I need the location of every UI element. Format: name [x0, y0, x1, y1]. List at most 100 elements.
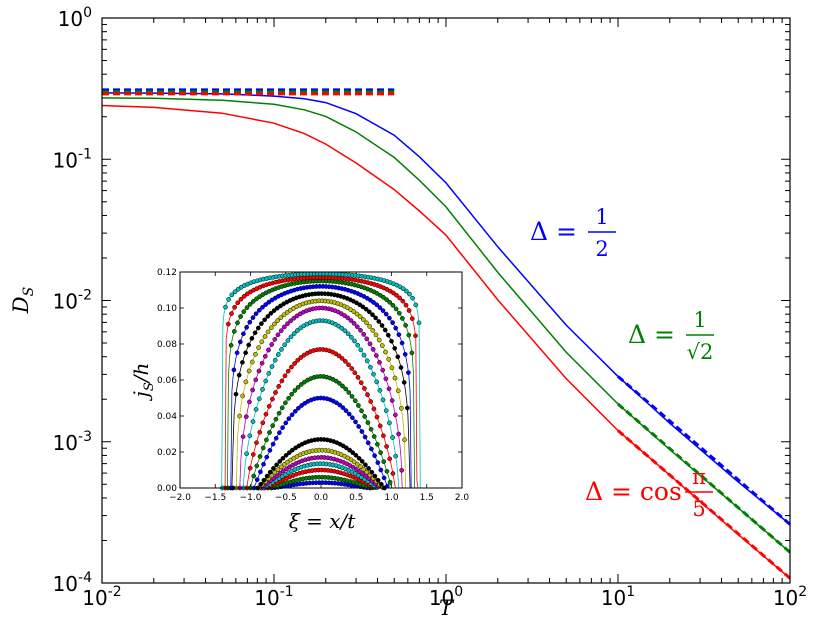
inset-marker [383, 349, 388, 355]
inset-marker [356, 424, 362, 429]
inset-marker [264, 473, 270, 479]
inset-marker [381, 433, 386, 439]
annotation-label: Δ = cos [585, 477, 682, 506]
inset-marker [394, 292, 399, 298]
inset-marker [354, 324, 360, 330]
inset-marker [349, 366, 355, 371]
inset-marker [393, 306, 399, 312]
inset-marker [387, 315, 392, 321]
inset-marker [292, 361, 297, 366]
inset-marker [364, 320, 369, 326]
inset-marker [272, 470, 278, 475]
inset-marker [351, 309, 357, 314]
x-tick-label: 102 [773, 584, 807, 610]
inset-marker [259, 321, 264, 326]
high-T-asymptote-0 [617, 375, 791, 526]
inset-marker [288, 334, 294, 340]
inset-marker [285, 338, 291, 343]
inset-curve-10 [208, 318, 434, 491]
inset-marker [383, 408, 389, 413]
inset-marker [357, 314, 363, 319]
inset-marker [368, 364, 373, 370]
inset-curve-17 [208, 271, 434, 491]
inset-marker [285, 321, 290, 327]
inset-marker [254, 463, 260, 469]
inset-marker [351, 459, 357, 465]
inset-marker [263, 302, 269, 307]
inset-marker [274, 305, 280, 311]
inset-marker [363, 306, 369, 312]
inset-marker [243, 379, 249, 385]
inset-marker [384, 444, 389, 449]
inset-marker [243, 350, 248, 356]
inset-marker [267, 430, 272, 435]
inset-marker [274, 473, 280, 478]
inset-marker [362, 386, 367, 391]
y-tick-label: 10-1 [53, 146, 92, 172]
inset-marker [339, 356, 345, 361]
x-tick-label: 10-2 [82, 584, 121, 610]
inset-marker [358, 347, 364, 353]
inset-marker [381, 294, 386, 300]
inset-marker [256, 396, 262, 402]
inset-marker [358, 380, 364, 386]
inset-marker [283, 420, 289, 426]
inset-marker [381, 459, 387, 464]
inset-marker [292, 408, 298, 414]
inset-marker [270, 396, 275, 402]
inset-marker [401, 380, 407, 385]
inset-marker [226, 297, 231, 302]
inset-marker [387, 456, 393, 462]
inset-marker [359, 408, 364, 414]
inset-marker [365, 440, 371, 446]
inset-marker [237, 413, 242, 419]
main-axis-ticks [101, 18, 790, 584]
inset-marker [393, 325, 399, 331]
inset-marker [373, 332, 379, 338]
inset-y-tick-label: 0.08 [157, 340, 177, 350]
inset-marker [279, 378, 285, 384]
inset-marker [376, 337, 382, 343]
inset-marker [348, 334, 354, 340]
inset-marker [237, 339, 243, 345]
inset-marker [367, 324, 372, 329]
inset-marker [403, 288, 409, 294]
inset-x-tick-label: 2.0 [455, 493, 470, 503]
inset-marker [275, 352, 281, 357]
inset-marker [299, 403, 304, 408]
inset-marker [276, 384, 282, 389]
inset-marker [272, 321, 277, 327]
inset-marker [395, 354, 401, 360]
inset-marker [375, 460, 381, 465]
inset-marker [231, 329, 237, 334]
inset-marker [228, 342, 234, 348]
inset-marker [247, 319, 253, 325]
annotation-1: Δ = 1 √2 [628, 308, 714, 364]
inset-marker [399, 340, 405, 346]
inset-marker [247, 433, 253, 439]
x-tick-label: 101 [601, 584, 635, 610]
inset-marker [344, 445, 349, 451]
inset-curve-14 [208, 284, 434, 491]
inset-marker [390, 471, 396, 476]
inset-marker [249, 359, 255, 365]
inset-marker [233, 391, 239, 397]
inset-x-tick-labels: −2.0 −1.5 −1.0 −0.5 0.0 0.5 1.0 1.5 2.0 [169, 493, 469, 503]
inset-marker [234, 350, 240, 356]
inset-marker [360, 304, 366, 310]
inset-marker [353, 452, 359, 458]
inset-marker [378, 467, 384, 473]
inset-marker [254, 440, 259, 446]
inset-marker [365, 420, 371, 425]
inset-marker [410, 295, 415, 301]
inset-marker [267, 469, 273, 475]
inset-marker [285, 459, 290, 465]
y-tick-label: 10-2 [53, 288, 92, 314]
inset-marker [356, 403, 361, 408]
inset-marker [350, 450, 356, 455]
inset-marker [383, 376, 389, 382]
inset-marker [343, 408, 349, 413]
inset-marker [390, 302, 396, 308]
inset-marker [265, 329, 271, 335]
inset-marker [275, 318, 280, 323]
